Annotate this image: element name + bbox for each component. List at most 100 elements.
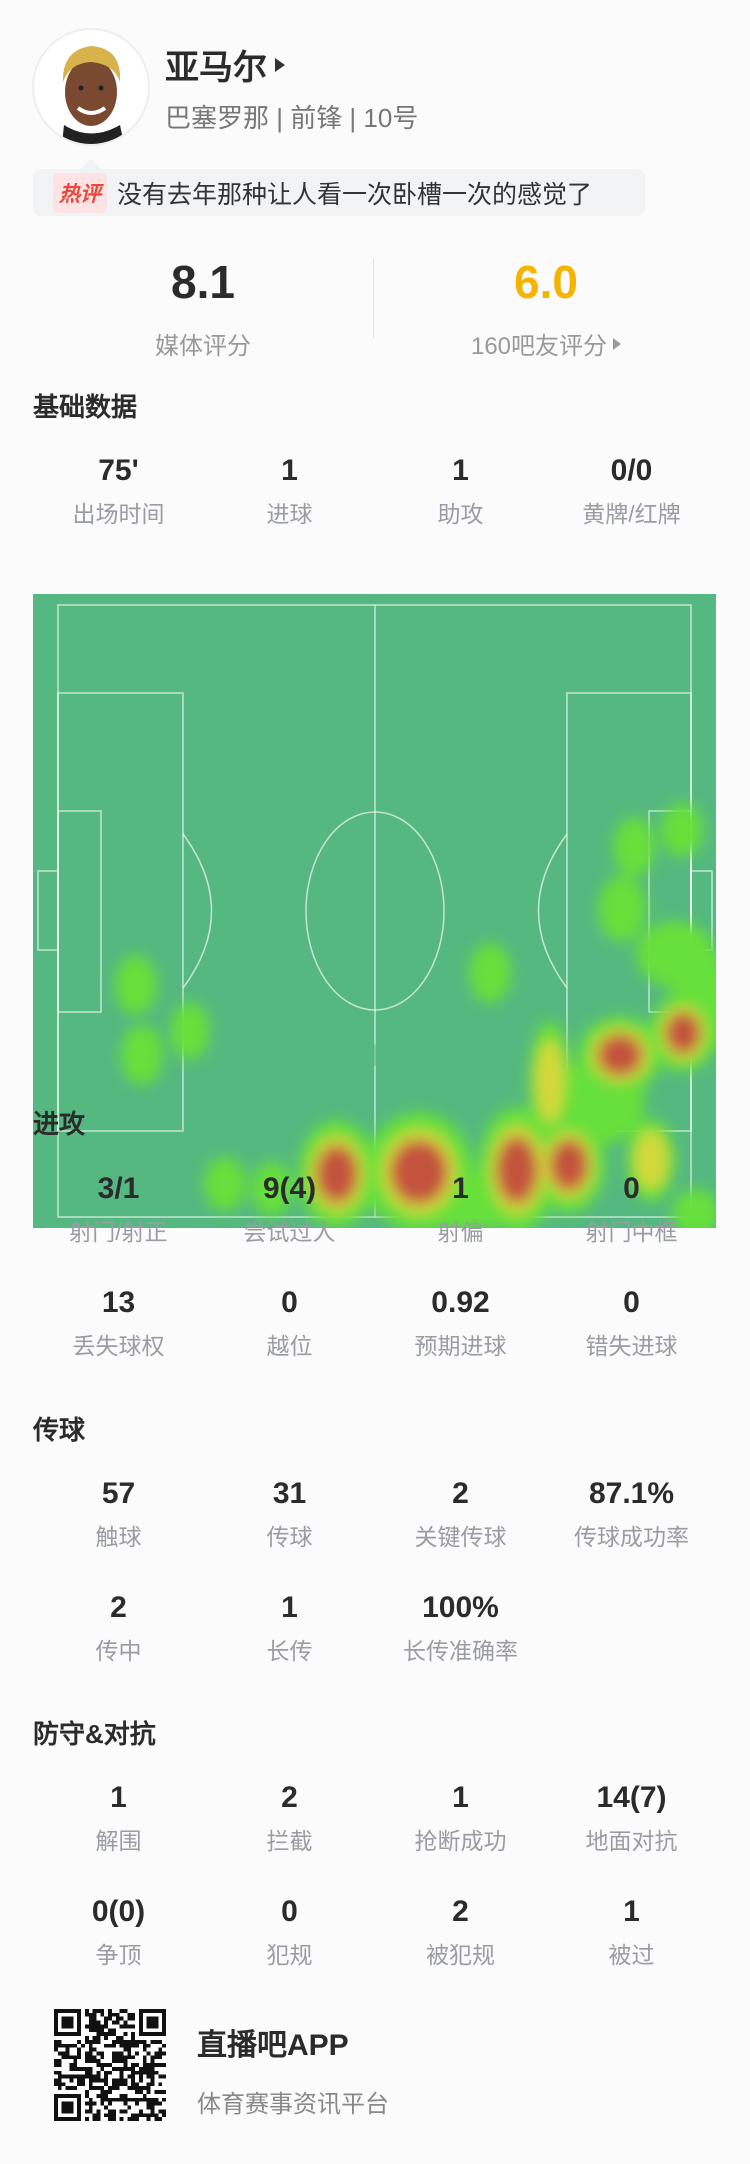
stat-defense-2: 1 抢断成功 [375,1780,546,1856]
player-name-link[interactable]: 亚马尔 [165,40,285,89]
stat-attack-2: 1 射偏 [375,1171,546,1247]
stat-value: 3/1 [97,1172,140,1205]
stat-attack-7: 0 错失进球 [546,1285,717,1361]
fan-rating-value: 6.0 [514,256,578,308]
chevron-right-icon [425,1040,451,1070]
stat-attack-0: 3/1 射门/射正 [33,1171,204,1247]
heat-blob [251,1162,293,1216]
chevron-right-icon [403,1040,429,1070]
chevron-right-icon [293,1040,319,1070]
fan-rating[interactable]: 6.0 160吧友评分 [376,254,716,361]
stat-label: 被犯规 [426,1942,495,1968]
heat-blob [496,1136,538,1204]
hot-comment-badge: 热评 [53,172,107,213]
hot-comment-text: 没有去年那种让人看一次卧槽一次的感觉了 [117,180,593,209]
chevron-right-icon [337,1040,363,1070]
app-name: 直播吧APP [197,2029,349,2062]
chevron-right-icon [359,1040,385,1070]
stat-value: 1 [623,1895,640,1928]
stat-passing-2: 2 关键传球 [375,1476,546,1552]
heat-blob [535,1039,565,1123]
media-rating: 8.1 媒体评分 [33,254,373,361]
passing-stats: 57 触球 31 传球 2 关键传球 87.1% 传球成功率 2 传中 1 长传 100% 长传准确率 [33,1476,717,1666]
stat-value: 100% [422,1591,499,1624]
stat-label: 射门中框 [585,1219,678,1245]
stat-label: 抢断成功 [414,1828,507,1854]
chevron-right-icon [447,1040,473,1070]
stat-label: 越位 [266,1333,313,1359]
basic-section-title: 基础数据 [33,392,138,422]
stat-label: 争顶 [95,1942,142,1968]
stat-value: 31 [272,1477,307,1510]
stat-value: 57 [101,1477,136,1510]
stat-defense-5: 0 犯规 [204,1894,375,1970]
stat-value: 2 [281,1781,298,1814]
heat-blob [672,1189,716,1228]
player-avatar[interactable] [32,28,150,146]
heat-blob [665,1012,701,1054]
stat-label: 助攻 [437,501,484,527]
stat-value: 0 [623,1286,640,1319]
stat-label: 错失进球 [585,1333,678,1359]
stat-label: 拦截 [266,1828,313,1854]
stat-defense-1: 2 拦截 [204,1780,375,1856]
media-rating-label: 媒体评分 [155,333,251,360]
stat-label: 解围 [95,1828,142,1854]
attack-direction-arrows [271,1040,473,1070]
hot-comment[interactable]: 热评 没有去年那种让人看一次卧槽一次的感觉了 [33,159,645,216]
stat-label: 关键传球 [414,1524,507,1550]
stat-label: 触球 [95,1524,142,1550]
stat-attack-5: 0 越位 [204,1285,375,1361]
attack-section-title: 进攻 [33,1109,86,1139]
qr-code[interactable] [52,2009,168,2121]
stat-value: 9(4) [262,1172,317,1205]
stat-attack-6: 0.92 预期进球 [375,1285,546,1361]
chevron-right-icon [315,1040,341,1070]
stat-label: 长传 [266,1638,313,1664]
stat-label: 黄牌/红牌 [582,501,681,527]
stat-label: 犯规 [266,1942,313,1968]
stat-value: 2 [452,1477,469,1510]
stat-value: 1 [452,1172,469,1205]
stat-basic-2: 1 助攻 [375,453,546,529]
stat-basic-0: 75' 出场时间 [33,453,204,529]
stat-value: 13 [101,1286,136,1319]
heatmap-pitch [33,594,716,1228]
stat-value: 1 [452,1781,469,1814]
stat-value: 87.1% [588,1477,675,1510]
stat-passing-4: 2 传中 [33,1590,204,1666]
stat-value: 75' [98,454,139,487]
chevron-right-icon [271,1040,297,1070]
heat-blob [204,1157,246,1211]
chevron-right-icon [381,1040,407,1070]
rating-divider [373,258,374,338]
app-tagline: 体育赛事资讯平台 [197,2091,389,2118]
heat-blob [634,1130,668,1190]
caret-right-icon [613,337,622,350]
stat-value: 2 [452,1895,469,1928]
stat-value: 0 [623,1172,640,1205]
heat-blob [597,1034,643,1076]
stat-label: 传球 [266,1524,313,1550]
stat-defense-7: 1 被过 [546,1894,717,1970]
heat-blob [613,817,655,877]
stat-passing-5: 1 长传 [204,1590,375,1666]
heat-blob [598,876,646,942]
stat-attack-1: 9(4) 尝试过人 [204,1171,375,1247]
heat-blob [115,955,157,1015]
stat-defense-3: 14(7) 地面对抗 [546,1780,717,1856]
stat-value: 1 [110,1781,127,1814]
stat-passing-3: 87.1% 传球成功率 [546,1476,717,1552]
heat-blob [170,1002,210,1060]
stat-passing-6: 100% 长传准确率 [375,1590,546,1666]
stat-basic-1: 1 进球 [204,453,375,529]
stat-value: 0 [281,1895,298,1928]
heat-blob [661,803,703,857]
basic-stats: 75' 出场时间 1 进球 1 助攻 0/0 黄牌/红牌 [33,453,717,529]
stat-label: 预期进球 [414,1333,507,1359]
stat-value: 0(0) [91,1895,146,1928]
stat-label: 丢失球权 [72,1333,165,1359]
stat-passing-0: 57 触球 [33,1476,204,1552]
heat-blob [469,943,511,1003]
stat-label: 地面对抗 [585,1828,678,1854]
